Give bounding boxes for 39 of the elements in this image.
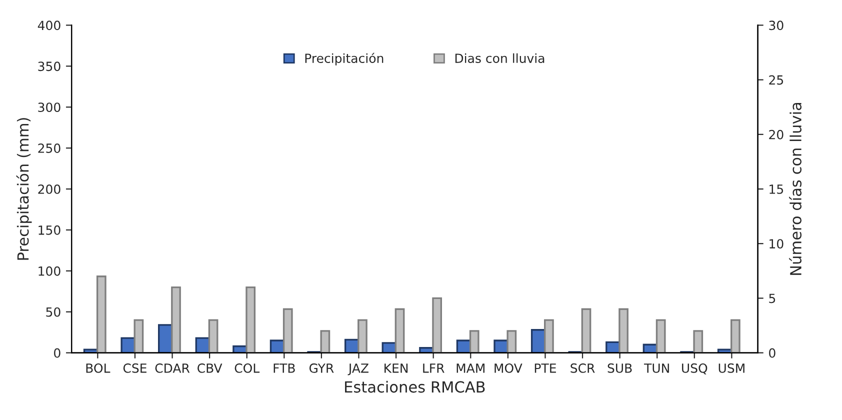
y2-tick-label: 5 xyxy=(769,294,776,304)
x-axis-title: Estaciones RMCAB xyxy=(345,380,485,393)
x-tick-label: JAZ xyxy=(348,364,368,376)
y-tick-label: 250 xyxy=(38,144,60,153)
y-tick-label: 300 xyxy=(38,102,60,112)
legend-label: Precipitación xyxy=(305,52,384,66)
x-tick-label: SUB xyxy=(608,363,632,373)
y-tick-label: 50 xyxy=(46,307,60,317)
y-tick-label: 200 xyxy=(38,184,60,194)
y2-axis-title: Número días con lluvia xyxy=(789,103,802,275)
y2-tick-label: 15 xyxy=(770,184,784,194)
y2-tick-label: 25 xyxy=(769,75,784,85)
x-tick-label: CSE xyxy=(123,363,146,373)
x-tick-label: KEN xyxy=(384,364,408,373)
y2-tick-label: 20 xyxy=(769,130,784,140)
y-tick-label: 0 xyxy=(54,348,60,358)
y-axis-title: Precipitación (mm) xyxy=(16,118,32,260)
y-tick-label: 350 xyxy=(38,62,60,72)
x-tick-label: FTB xyxy=(274,364,295,373)
x-tick-label: CDAR xyxy=(155,363,190,373)
y-tick-label: 400 xyxy=(38,20,60,30)
y2-tick-label: 0 xyxy=(769,348,776,358)
x-tick-label: TUN xyxy=(644,364,669,373)
x-tick-label: BOL xyxy=(86,363,110,373)
x-tick-label: USQ xyxy=(682,363,708,374)
x-tick-label: MOV xyxy=(494,363,522,373)
y-tick-label: 100 xyxy=(38,266,60,276)
x-tick-label: CBV xyxy=(198,363,222,373)
x-tick-label: GYR xyxy=(309,363,334,373)
x-tick-label: LFR xyxy=(423,364,444,373)
legend-label: Dias con lluvia xyxy=(455,53,544,64)
x-tick-label: USM xyxy=(718,363,744,373)
y2-tick-label: 10 xyxy=(770,239,784,249)
y-tick-label: 150 xyxy=(38,225,60,235)
x-tick-label: COL xyxy=(234,363,260,373)
x-tick-label: SCR xyxy=(570,363,595,373)
x-tick-label: PTE xyxy=(534,364,556,373)
x-tick-label: MAM xyxy=(456,364,484,373)
y2-tick-label: 30 xyxy=(769,20,784,30)
